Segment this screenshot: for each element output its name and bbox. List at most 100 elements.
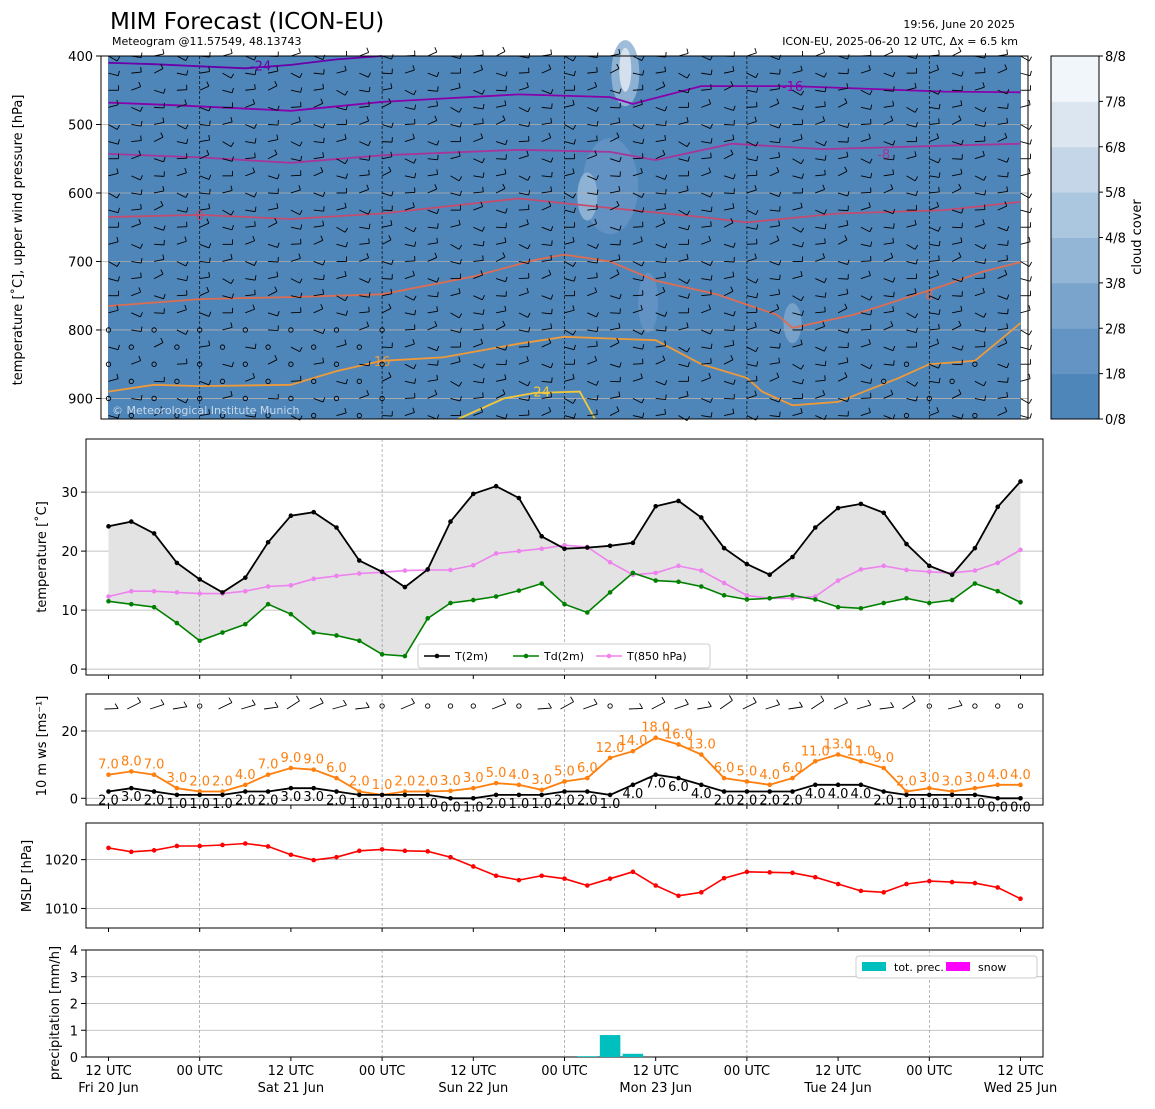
wind-barb-flag — [780, 275, 781, 280]
data-point — [836, 506, 841, 511]
wind-barb-flag — [1030, 208, 1031, 213]
legend-label: snow — [978, 961, 1006, 974]
wind-barb-flag — [894, 360, 895, 365]
data-point — [973, 881, 978, 886]
wind-speed-label: 2.0 — [235, 794, 256, 809]
gust-label: 2.0 — [349, 775, 370, 790]
wind-barb-flag — [210, 189, 211, 194]
wind-barb-flag — [1029, 125, 1032, 129]
gust-label: 4.0 — [235, 768, 256, 783]
wind-speed-label: 1.0 — [531, 797, 552, 812]
wind-barb — [861, 192, 871, 193]
wind-barb — [948, 705, 962, 709]
data-point — [380, 652, 385, 657]
data-point — [631, 870, 636, 875]
wind-barb-flag — [324, 69, 325, 74]
data-point — [289, 513, 294, 518]
data-point — [539, 581, 544, 586]
wind-barb — [633, 227, 643, 228]
data-point — [243, 575, 248, 580]
wind-barb-flag — [141, 204, 142, 209]
wind-barb-flag — [939, 324, 940, 329]
wind-barb-flag — [780, 138, 781, 143]
calm-marker — [448, 704, 452, 708]
wind-barb-flag — [711, 221, 712, 226]
data-point — [243, 622, 248, 627]
wind-barb — [724, 261, 734, 262]
chart-subtitle: Meteogram @11.57549, 48.13743 — [112, 35, 302, 48]
data-point — [129, 519, 134, 524]
wind-barb — [496, 227, 506, 228]
data-point — [653, 571, 658, 576]
wind-speed-label: 6.0 — [668, 780, 689, 795]
wind-barb-flag — [503, 47, 505, 51]
wind-barb-flag — [210, 121, 211, 126]
data-point — [699, 515, 704, 520]
legend-marker — [524, 654, 529, 659]
data-point — [311, 630, 316, 635]
wind-barb-flag — [552, 172, 553, 177]
legend-label: T(2m) — [454, 650, 488, 663]
data-point — [517, 549, 522, 554]
wind-barb — [838, 142, 848, 143]
wind-barb-flag — [640, 703, 643, 708]
wind-speed-label: 4.0 — [623, 787, 644, 802]
wind-barb — [1021, 416, 1031, 419]
wind-speed-label: 2.0 — [258, 794, 279, 809]
data-point — [106, 524, 111, 529]
x-tick-label: 00 UTC — [724, 1064, 770, 1079]
wind-speed-label: 2.0 — [737, 794, 758, 809]
colorbar-tick-label: 7/8 — [1105, 95, 1126, 110]
wind-speed-label: 1.0 — [395, 797, 416, 812]
wind-barb — [1021, 142, 1031, 145]
y-tick-label: 800 — [68, 324, 93, 339]
precip-bar — [600, 1035, 621, 1057]
data-point — [471, 786, 476, 791]
data-point — [813, 875, 818, 880]
wind-speed-label: 1.0 — [509, 797, 530, 812]
wind-barb-flag — [894, 292, 895, 297]
legend-swatch — [946, 962, 970, 971]
data-point — [129, 769, 134, 774]
wind-barb — [652, 702, 665, 709]
upper-air-y-label: temperature [˚C], upper wind pressure [h… — [10, 95, 26, 386]
y-tick-label: 0 — [70, 792, 78, 807]
wind-barb-flag — [141, 273, 142, 278]
gust-label: 6.0 — [326, 761, 347, 776]
wind-barb — [834, 703, 847, 709]
colorbar-tick-label: 1/8 — [1105, 368, 1126, 383]
wind-barb — [1021, 173, 1031, 176]
wind-barb-flag — [777, 700, 780, 705]
wind-barb — [355, 707, 369, 709]
wind-barb-flag — [503, 699, 506, 704]
wind-barb-flag — [571, 697, 574, 702]
x-tick-label: 00 UTC — [359, 1064, 405, 1079]
wind-barb — [264, 707, 278, 709]
gust-label: 2.0 — [212, 775, 233, 790]
gust-label: 9.0 — [281, 751, 302, 766]
wind-barb-flag — [1008, 377, 1009, 382]
wind-barb-flag — [343, 700, 346, 705]
wind-barb — [519, 415, 529, 416]
creation-time: 19:56, June 20 2025 — [903, 18, 1015, 31]
calm-marker — [426, 704, 430, 708]
wind-barb — [952, 227, 962, 228]
wind-barb — [880, 707, 894, 709]
wind-barb-flag — [369, 307, 370, 312]
day-label: Tue 24 Jun — [803, 1081, 871, 1096]
data-point — [517, 783, 522, 788]
wind-barb-flag — [369, 101, 370, 106]
gust-label: 3.0 — [531, 773, 552, 788]
wind-barb — [1021, 279, 1031, 282]
wind-speed-label: 4.0 — [851, 787, 872, 802]
wind-barb — [975, 73, 985, 74]
data-point — [585, 545, 590, 550]
wind-barb-flag — [666, 395, 667, 400]
wind-barb — [291, 175, 301, 176]
wind-barb — [492, 704, 506, 709]
wind-barb — [405, 261, 415, 262]
wind-barb — [268, 193, 278, 194]
data-point — [197, 577, 202, 582]
legend-marker — [607, 654, 612, 659]
data-point — [357, 849, 362, 854]
